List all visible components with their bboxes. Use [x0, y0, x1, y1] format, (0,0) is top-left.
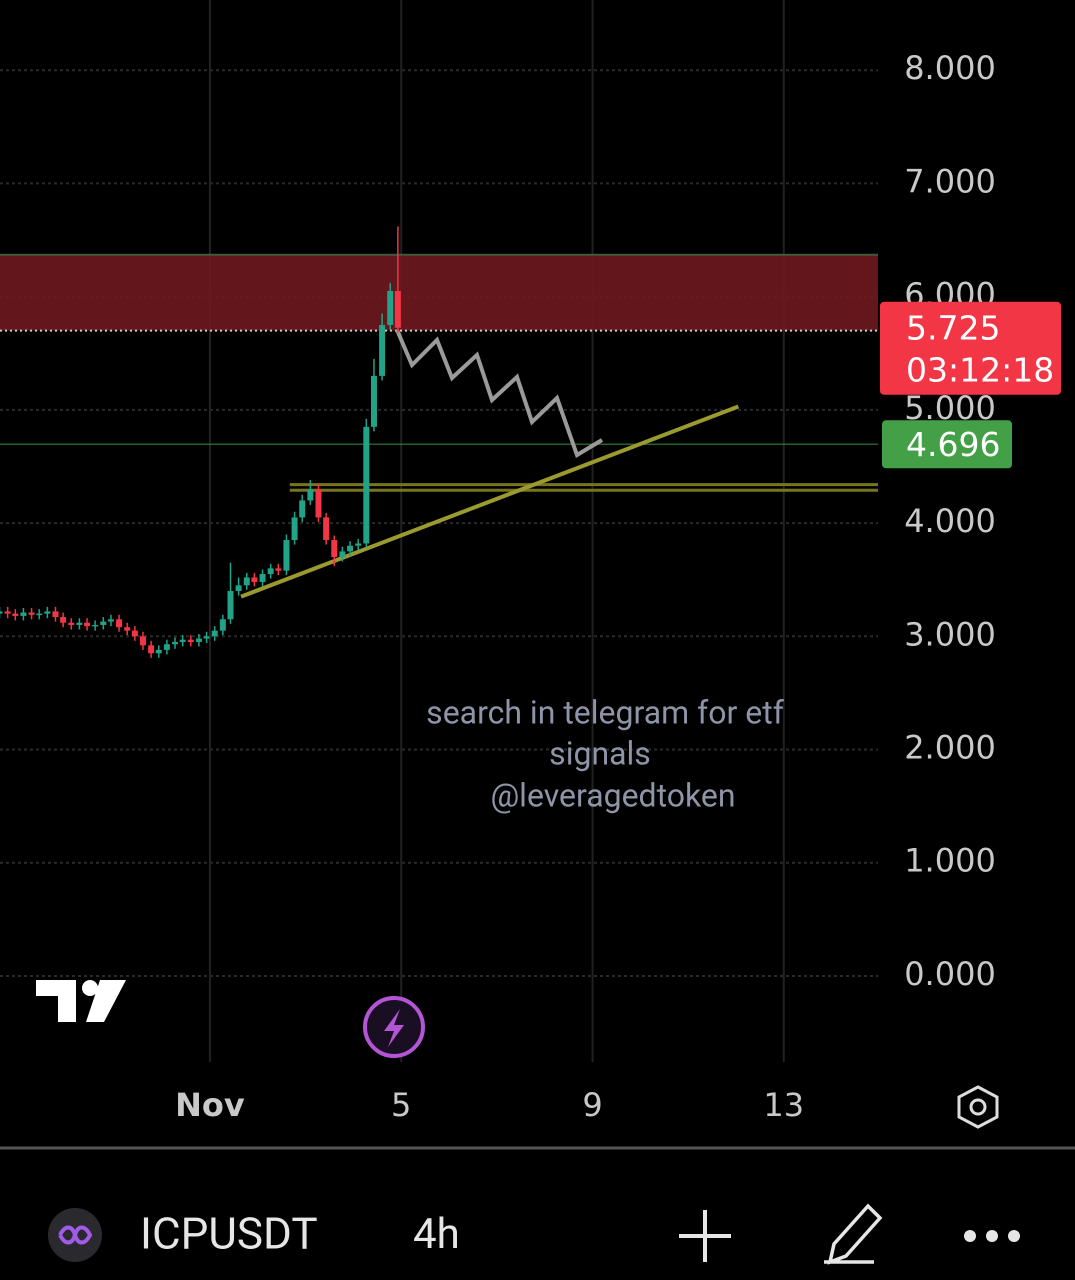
- y-tick-label: 8.000: [904, 49, 996, 87]
- candle-body: [251, 577, 258, 582]
- candle-body: [203, 636, 210, 639]
- y-tick-label: 0.000: [904, 955, 996, 993]
- price-line-label: 4.696: [906, 425, 1000, 464]
- symbol[interactable]: ICPUSDT: [140, 1208, 318, 1260]
- more-button[interactable]: [964, 1230, 1020, 1242]
- price-line-box: [882, 420, 1012, 469]
- candle-body: [76, 622, 83, 625]
- trendline: [240, 404, 740, 599]
- candle-body: [331, 540, 338, 558]
- candle-body: [124, 627, 131, 631]
- candle-body: [100, 621, 107, 625]
- candle-body: [4, 611, 11, 614]
- candle-body: [187, 639, 194, 642]
- watermark-line: signals: [549, 734, 651, 772]
- candle-body: [92, 624, 99, 627]
- candle-body: [20, 612, 27, 616]
- symbol-icon: [48, 1208, 102, 1262]
- candle-body: [139, 636, 146, 646]
- interval[interactable]: 4h: [413, 1210, 460, 1259]
- candle-body: [339, 551, 346, 558]
- candle-body: [131, 630, 138, 637]
- y-tick-label: 2.000: [904, 729, 996, 767]
- candle-body: [347, 545, 354, 552]
- draw-button[interactable]: [824, 1203, 883, 1265]
- candle-body: [267, 568, 274, 575]
- candle-body: [323, 517, 330, 541]
- candle-body: [379, 324, 386, 376]
- candle-body: [363, 426, 370, 544]
- tradingview-logo: [36, 980, 126, 1022]
- candle-body: [44, 611, 51, 614]
- candle-body: [387, 290, 394, 325]
- candle-body: [227, 591, 234, 620]
- candle-body: [259, 574, 266, 582]
- last-price: 5.725: [906, 308, 1000, 347]
- candle-body: [172, 641, 179, 645]
- candle-body: [107, 619, 114, 622]
- settings-button[interactable]: [957, 1085, 999, 1129]
- candle-body: [299, 500, 306, 518]
- candle-body: [195, 638, 202, 642]
- candle-body: [315, 489, 322, 518]
- candle-body: [155, 649, 162, 654]
- candle-body: [52, 611, 59, 618]
- candle-body: [235, 585, 242, 592]
- x-tick-label: 13: [763, 1086, 804, 1124]
- overlay: [0, 0, 878, 1062]
- watermark-line: @leveragedtoken: [490, 776, 735, 814]
- candle-body: [291, 517, 298, 541]
- candle-body: [163, 644, 170, 650]
- y-tick-label: 1.000: [904, 842, 996, 880]
- candle-body: [0, 611, 3, 614]
- y-tick-label: 7.000: [904, 162, 996, 200]
- watermark-line: search in telegram for etf: [426, 693, 785, 731]
- x-tick-label: 5: [391, 1086, 411, 1124]
- x-tick-label: 9: [582, 1086, 602, 1124]
- x-tick-label: Nov: [175, 1086, 245, 1124]
- candle-body: [370, 375, 377, 427]
- candle-body: [219, 619, 226, 631]
- candle-body: [148, 645, 155, 654]
- countdown: 03:12:18: [906, 350, 1054, 389]
- candle-body: [84, 622, 91, 627]
- resistance-zone: [0, 254, 878, 331]
- candle-body: [394, 290, 401, 328]
- candle-body: [243, 577, 250, 586]
- candle-body: [60, 617, 67, 623]
- candle-body: [28, 612, 35, 615]
- candle-body: [307, 489, 314, 501]
- y-tick-label: 3.000: [904, 615, 996, 653]
- candle-body: [12, 613, 19, 616]
- candle-body: [283, 540, 290, 571]
- projection-zigzag: [395, 329, 604, 458]
- candle-body: [68, 622, 75, 625]
- candle-body: [116, 619, 123, 628]
- candle-body: [36, 613, 43, 616]
- last-price-box: [880, 301, 1061, 395]
- y-tick-label: 4.000: [904, 502, 996, 540]
- candle-body: [275, 568, 282, 571]
- candle-body: [179, 639, 186, 642]
- add-button[interactable]: [679, 1210, 731, 1262]
- candle-body: [211, 630, 218, 637]
- lightning-button[interactable]: [363, 996, 425, 1058]
- candle-body: [355, 543, 362, 546]
